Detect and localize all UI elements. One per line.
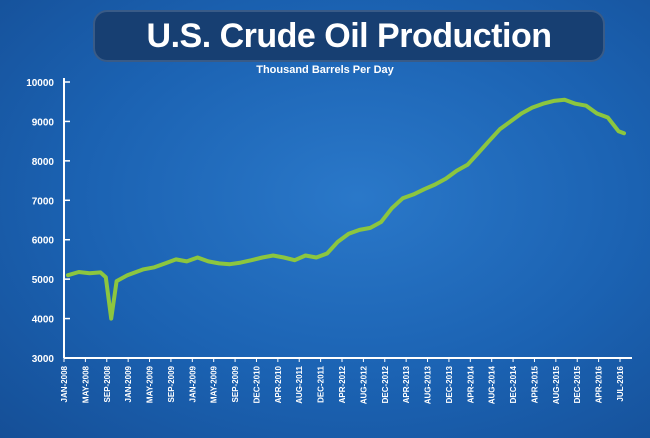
- axes: [63, 78, 632, 359]
- x-tick-label: APR-2013: [402, 365, 411, 403]
- y-tick-label: 9000: [32, 117, 55, 128]
- x-axis-ticks: JAN-2008 MAY-2008 SEP-2008 JAN-2009 MAY-2009…: [60, 358, 625, 404]
- x-tick-label: JAN-2008: [60, 365, 69, 402]
- x-tick-label: APR-2014: [466, 365, 475, 403]
- x-tick-label: APR-2015: [530, 365, 539, 403]
- x-tick-label: AUG-2011: [295, 365, 304, 403]
- x-tick-label: SEP-2008: [103, 365, 112, 402]
- y-axis-ticks: 3000 4000 5000 6000 7000 8000 9000 10000: [26, 78, 70, 365]
- y-tick-label: 10000: [26, 78, 54, 89]
- x-tick-label: JAN-2009: [124, 365, 133, 402]
- x-tick-label: SEP-2009: [231, 365, 240, 402]
- x-tick-label: DEC-2011: [317, 365, 326, 402]
- y-tick-label: 6000: [32, 236, 55, 247]
- x-tick-label: AUG-2014: [488, 365, 497, 404]
- x-tick-label: DEC-2012: [381, 365, 390, 403]
- x-tick-label: APR-2012: [338, 365, 347, 403]
- x-tick-label: DEC-2010: [252, 365, 261, 403]
- x-tick-label: MAY-2008: [81, 365, 90, 403]
- x-tick-label: APR-2016: [595, 365, 604, 403]
- x-tick-label: MAY-2009: [146, 365, 155, 403]
- x-tick-label: DEC-2013: [445, 365, 454, 403]
- y-tick-label: 3000: [32, 354, 55, 365]
- chart-title: U.S. Crude Oil Production: [146, 16, 552, 55]
- series-group: [66, 97, 626, 321]
- y-tick-label: 8000: [32, 157, 55, 168]
- x-tick-label: MAY-2009: [210, 365, 219, 403]
- y-tick-label: 5000: [32, 275, 55, 286]
- y-tick-label: 7000: [32, 196, 55, 207]
- y-tick-label: 4000: [32, 315, 55, 326]
- series-line: [66, 97, 626, 321]
- chart-subtitle: Thousand Barrels Per Day: [256, 64, 394, 76]
- x-tick-label: JAN-2009: [188, 365, 197, 402]
- x-tick-label: AUG-2012: [359, 365, 368, 404]
- x-tick-label: SEP-2009: [167, 365, 176, 402]
- x-tick-label: APR-2010: [274, 365, 283, 403]
- x-tick-label: AUG-2015: [552, 365, 561, 404]
- x-tick-label: DEC-2015: [573, 365, 582, 403]
- x-tick-label: AUG-2013: [424, 365, 433, 404]
- x-tick-label: DEC-2014: [509, 365, 518, 403]
- title-banner: U.S. Crude Oil Production: [93, 10, 605, 62]
- x-tick-label: JUL-2016: [616, 365, 625, 401]
